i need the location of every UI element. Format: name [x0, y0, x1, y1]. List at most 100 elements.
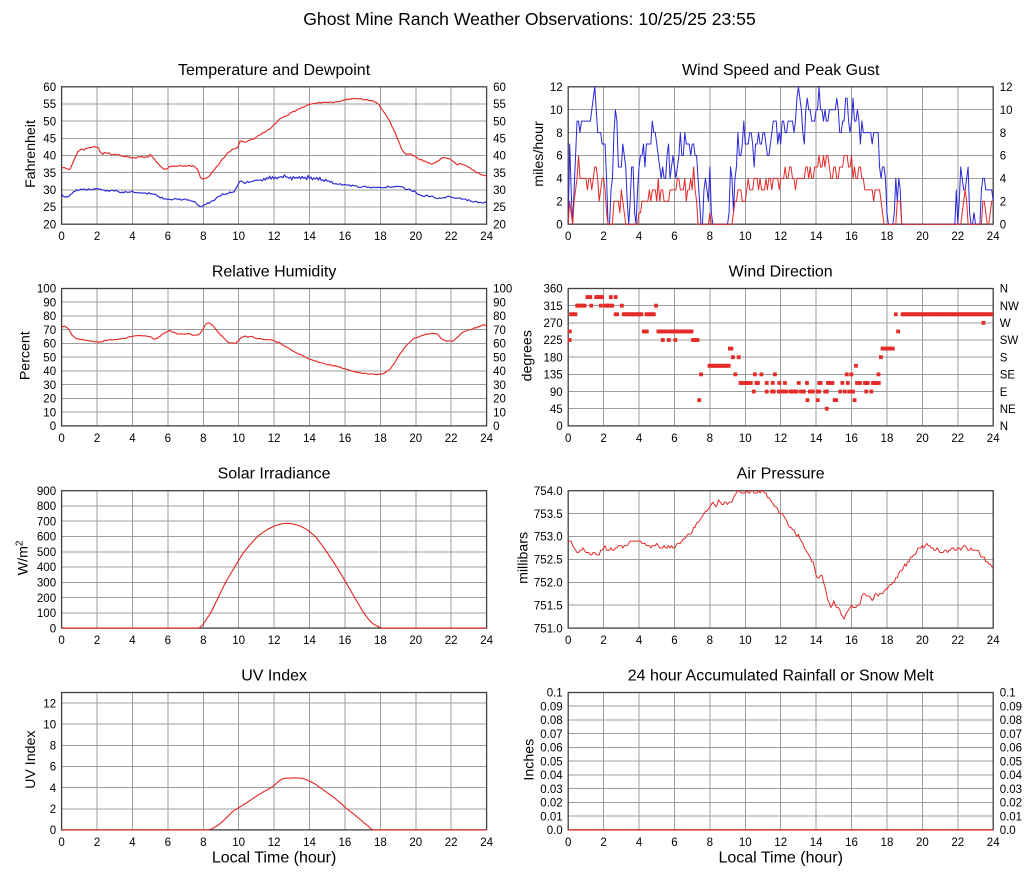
svg-text:700: 700: [37, 516, 56, 528]
svg-text:0.01: 0.01: [1000, 811, 1022, 823]
svg-text:NE: NE: [1000, 404, 1016, 416]
svg-text:90: 90: [550, 387, 563, 399]
svg-text:360: 360: [544, 284, 563, 296]
svg-text:100: 100: [493, 284, 512, 296]
svg-text:6: 6: [165, 635, 171, 647]
svg-text:70: 70: [493, 325, 506, 337]
svg-text:14: 14: [810, 231, 823, 243]
svg-text:14: 14: [303, 433, 316, 445]
svg-text:24: 24: [480, 231, 493, 243]
svg-text:12: 12: [774, 231, 787, 243]
svg-text:60: 60: [493, 82, 506, 94]
svg-text:0.05: 0.05: [540, 756, 562, 768]
svg-text:20: 20: [409, 231, 422, 243]
svg-text:80: 80: [43, 311, 56, 323]
svg-text:754.0: 754.0: [534, 486, 563, 498]
svg-text:20: 20: [43, 394, 56, 406]
svg-text:100: 100: [37, 284, 56, 296]
svg-text:20: 20: [916, 231, 929, 243]
svg-text:6: 6: [671, 837, 677, 849]
svg-text:22: 22: [951, 635, 964, 647]
svg-text:20: 20: [43, 219, 56, 231]
svg-text:20: 20: [409, 837, 422, 849]
svg-text:0: 0: [50, 623, 56, 635]
svg-text:60: 60: [43, 82, 56, 94]
svg-text:45: 45: [43, 134, 56, 146]
svg-text:10: 10: [43, 719, 56, 731]
svg-text:0: 0: [565, 635, 571, 647]
svg-text:0: 0: [556, 219, 562, 231]
svg-text:18: 18: [374, 837, 387, 849]
svg-text:Air Pressure: Air Pressure: [737, 466, 825, 483]
svg-text:4: 4: [636, 837, 643, 849]
svg-text:0: 0: [493, 421, 499, 433]
svg-text:50: 50: [43, 352, 56, 364]
svg-text:22: 22: [951, 433, 964, 445]
svg-text:4: 4: [50, 783, 57, 795]
svg-text:180: 180: [544, 352, 563, 364]
svg-text:12: 12: [43, 698, 56, 710]
svg-text:16: 16: [339, 837, 352, 849]
svg-text:12: 12: [774, 635, 787, 647]
svg-text:600: 600: [37, 532, 56, 544]
svg-text:20: 20: [409, 433, 422, 445]
svg-text:Temperature and Dewpoint: Temperature and Dewpoint: [178, 62, 371, 79]
svg-text:400: 400: [37, 562, 56, 574]
svg-text:Fahrenheit: Fahrenheit: [23, 120, 39, 188]
svg-text:2: 2: [94, 635, 100, 647]
svg-text:0: 0: [50, 421, 56, 433]
svg-text:14: 14: [303, 635, 316, 647]
svg-text:24: 24: [987, 231, 1000, 243]
svg-text:18: 18: [881, 433, 894, 445]
svg-text:8: 8: [200, 231, 206, 243]
svg-text:6: 6: [671, 635, 677, 647]
svg-text:20: 20: [916, 635, 929, 647]
svg-text:30: 30: [43, 185, 56, 197]
svg-text:2: 2: [1000, 197, 1006, 209]
svg-text:55: 55: [43, 99, 56, 111]
svg-text:16: 16: [845, 433, 858, 445]
svg-text:22: 22: [445, 433, 458, 445]
svg-text:90: 90: [43, 297, 56, 309]
svg-text:degrees: degrees: [519, 330, 535, 381]
svg-text:0.1: 0.1: [1000, 688, 1016, 700]
svg-text:4: 4: [129, 231, 136, 243]
svg-text:0: 0: [565, 231, 571, 243]
svg-text:12: 12: [774, 837, 787, 849]
svg-text:0: 0: [58, 635, 64, 647]
svg-text:2: 2: [600, 231, 606, 243]
svg-text:6: 6: [165, 433, 171, 445]
svg-text:miles/hour: miles/hour: [531, 121, 547, 187]
svg-text:8: 8: [707, 433, 713, 445]
svg-text:753.5: 753.5: [534, 509, 563, 521]
svg-text:18: 18: [374, 433, 387, 445]
svg-text:70: 70: [43, 325, 56, 337]
svg-text:6: 6: [556, 151, 562, 163]
svg-text:35: 35: [43, 168, 56, 180]
svg-text:10: 10: [550, 105, 563, 117]
svg-text:0: 0: [1000, 219, 1006, 231]
svg-text:N: N: [1000, 284, 1008, 296]
svg-text:6: 6: [165, 231, 171, 243]
svg-text:8: 8: [707, 837, 713, 849]
svg-text:20: 20: [916, 433, 929, 445]
svg-text:40: 40: [43, 151, 56, 163]
svg-text:12: 12: [268, 433, 281, 445]
svg-text:Ghost Mine Ranch Weather Obser: Ghost Mine Ranch Weather Observations: 1…: [303, 9, 756, 29]
svg-text:18: 18: [881, 837, 894, 849]
svg-text:16: 16: [845, 837, 858, 849]
svg-text:100: 100: [37, 608, 56, 620]
svg-text:0.03: 0.03: [540, 784, 562, 796]
svg-text:0: 0: [565, 433, 571, 445]
svg-text:25: 25: [43, 202, 56, 214]
svg-text:S: S: [1000, 352, 1008, 364]
svg-text:UV Index: UV Index: [241, 668, 307, 685]
svg-text:8: 8: [200, 837, 206, 849]
svg-text:6: 6: [50, 762, 56, 774]
svg-text:6: 6: [165, 837, 171, 849]
svg-text:Local Time (hour): Local Time (hour): [212, 849, 337, 866]
svg-text:4: 4: [129, 837, 136, 849]
svg-text:24: 24: [987, 433, 1000, 445]
svg-text:751.5: 751.5: [534, 600, 563, 612]
svg-text:0: 0: [58, 433, 64, 445]
